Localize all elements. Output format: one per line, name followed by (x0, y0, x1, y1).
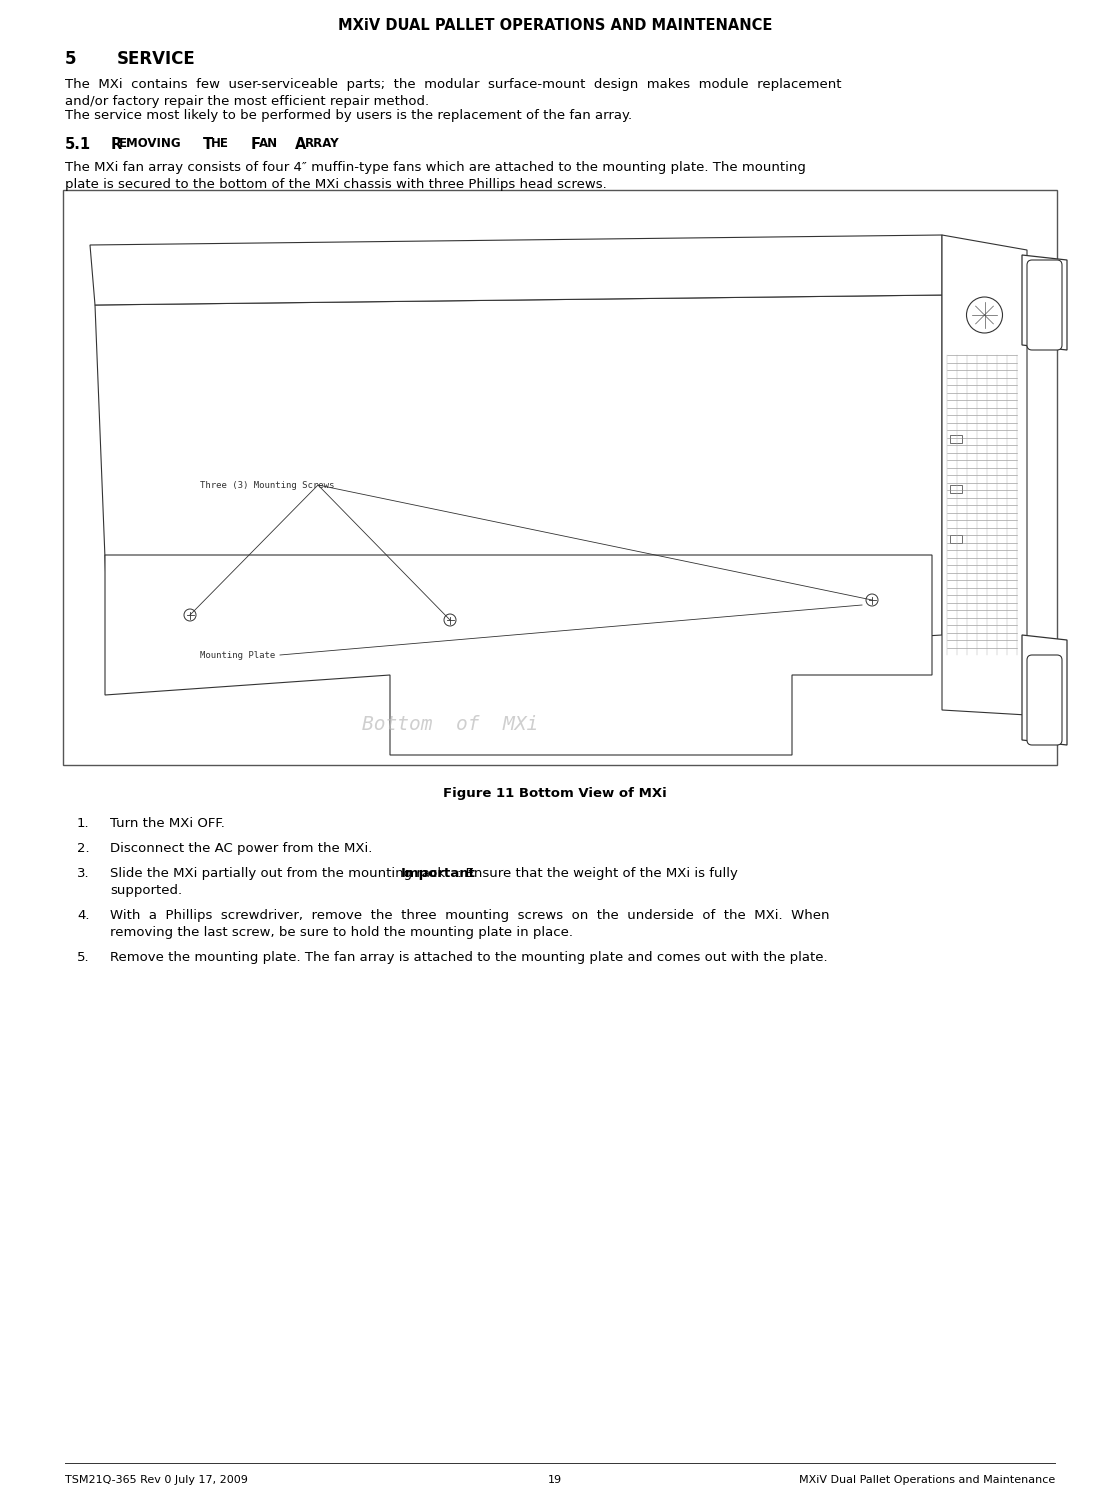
FancyBboxPatch shape (950, 535, 962, 542)
Text: A: A (296, 137, 307, 152)
Text: : Ensure that the weight of the MXi is fully: : Ensure that the weight of the MXi is f… (457, 867, 738, 881)
Text: Remove the mounting plate. The fan array is attached to the mounting plate and c: Remove the mounting plate. The fan array… (110, 951, 828, 964)
Circle shape (865, 595, 878, 606)
Circle shape (444, 614, 456, 626)
Text: Turn the MXi OFF.: Turn the MXi OFF. (110, 817, 224, 830)
Text: The MXi fan array consists of four 4″ muffin-type fans which are attached to the: The MXi fan array consists of four 4″ mu… (66, 161, 805, 174)
Text: AN: AN (259, 137, 278, 150)
Circle shape (184, 609, 196, 621)
Text: 5.: 5. (77, 951, 90, 964)
Text: 5.1: 5.1 (66, 137, 91, 152)
Text: 19: 19 (548, 1475, 562, 1486)
Text: The  MXi  contains  few  user-serviceable  parts;  the  modular  surface-mount  : The MXi contains few user-serviceable pa… (66, 77, 841, 91)
Text: removing the last screw, be sure to hold the mounting plate in place.: removing the last screw, be sure to hold… (110, 925, 573, 939)
Text: SERVICE: SERVICE (117, 51, 196, 69)
Text: TSM21Q-365 Rev 0 July 17, 2009: TSM21Q-365 Rev 0 July 17, 2009 (66, 1475, 248, 1486)
FancyBboxPatch shape (63, 191, 1057, 764)
Text: and/or factory repair the most efficient repair method.: and/or factory repair the most efficient… (66, 95, 429, 107)
Text: Important: Important (401, 867, 477, 881)
Text: 5: 5 (66, 51, 77, 69)
Text: 3.: 3. (77, 867, 90, 881)
Text: RRAY: RRAY (306, 137, 340, 150)
Text: supported.: supported. (110, 884, 182, 897)
Text: plate is secured to the bottom of the MXi chassis with three Phillips head screw: plate is secured to the bottom of the MX… (66, 177, 607, 191)
FancyBboxPatch shape (950, 486, 962, 493)
Text: R: R (111, 137, 122, 152)
Text: Disconnect the AC power from the MXi.: Disconnect the AC power from the MXi. (110, 842, 372, 855)
Text: Slide the MXi partially out from the mounting rack.: Slide the MXi partially out from the mou… (110, 867, 453, 881)
Polygon shape (942, 235, 1027, 715)
Circle shape (967, 297, 1002, 332)
Text: Three (3) Mounting Screws: Three (3) Mounting Screws (200, 480, 334, 490)
Text: Figure 11 Bottom View of MXi: Figure 11 Bottom View of MXi (443, 787, 667, 800)
Text: 1.: 1. (77, 817, 90, 830)
FancyBboxPatch shape (1027, 656, 1062, 745)
Text: 4.: 4. (77, 909, 90, 922)
Text: Bottom  of  MXi: Bottom of MXi (362, 715, 538, 735)
FancyBboxPatch shape (1027, 259, 1062, 350)
Text: F: F (251, 137, 261, 152)
Text: MXiV DUAL PALLET OPERATIONS AND MAINTENANCE: MXiV DUAL PALLET OPERATIONS AND MAINTENA… (338, 18, 772, 33)
Text: Mounting Plate: Mounting Plate (200, 651, 276, 660)
Text: The service most likely to be performed by users is the replacement of the fan a: The service most likely to be performed … (66, 109, 632, 122)
Text: T: T (203, 137, 213, 152)
Text: 2.: 2. (77, 842, 90, 855)
Polygon shape (96, 295, 942, 685)
Text: MXiV Dual Pallet Operations and Maintenance: MXiV Dual Pallet Operations and Maintena… (799, 1475, 1055, 1486)
Polygon shape (1022, 255, 1067, 350)
Text: EMOVING: EMOVING (119, 137, 181, 150)
Polygon shape (90, 235, 942, 305)
FancyBboxPatch shape (950, 435, 962, 443)
Polygon shape (1022, 635, 1067, 745)
Text: HE: HE (211, 137, 229, 150)
Text: With  a  Phillips  screwdriver,  remove  the  three  mounting  screws  on  the  : With a Phillips screwdriver, remove the … (110, 909, 830, 922)
Polygon shape (106, 554, 932, 755)
